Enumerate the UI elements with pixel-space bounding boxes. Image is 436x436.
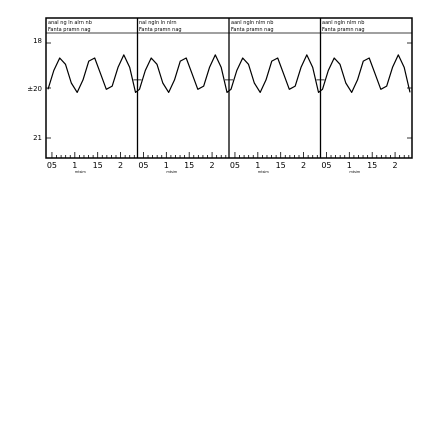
x-tick-label: 2 <box>393 161 398 170</box>
panel-4-header-line2: Fanta pramn nag <box>322 27 365 33</box>
x-tick-labels: 05 1 15 2 mtsim 05 1 15 2 mtsim 05 1 15 2 mtsim 05 1 15 2 m… <box>47 161 398 174</box>
panel-2-header-line1: nal ngln ln nlrn <box>139 20 177 26</box>
panel-1-header-line2: Fanta pramn nag <box>48 27 91 33</box>
panel-headers: anal ng ln alrn nb Fanta pramn nag nal n… <box>48 20 365 33</box>
x-tick-label: 1 <box>72 161 77 170</box>
y-tick-label-bottom: 21 <box>33 134 42 142</box>
panel-1-header-line1: anal ng ln alrn nb <box>48 20 92 26</box>
x-tick-label: 05 <box>138 161 148 170</box>
series-line <box>47 54 411 93</box>
x-unit-label: mtsim <box>349 170 361 174</box>
x-unit-label: mtsim <box>75 170 87 174</box>
panel-4-header-line1: aanl ngln nlrn nb <box>322 20 364 26</box>
panel-3-header-line1: aanl ngln nlrn nb <box>231 20 273 26</box>
y-tick-label-mid: ±20 <box>27 85 42 93</box>
x-unit-label: mtsim <box>166 170 178 174</box>
x-tick-label: 05 <box>47 161 57 170</box>
series-layer <box>47 54 411 93</box>
panel-3-header-line2: Fanta pramn nag <box>231 27 274 33</box>
x-tick-label: 1 <box>347 161 352 170</box>
x-unit-label: mtsim <box>258 170 270 174</box>
x-tick-label: 2 <box>301 161 306 170</box>
grid-lines <box>133 18 325 158</box>
x-tick-label: 2 <box>210 161 215 170</box>
x-tick-label: 15 <box>276 161 286 170</box>
x-tick-label: 1 <box>255 161 260 170</box>
x-tick-label: 05 <box>230 161 240 170</box>
panel-2-header-line2: Fanta pramn nag <box>139 27 182 33</box>
x-tick-label: 15 <box>93 161 103 170</box>
x-tick-label: 15 <box>367 161 377 170</box>
x-tick-label: 05 <box>321 161 331 170</box>
y-ticks <box>46 42 412 139</box>
y-tick-label-top: 18 <box>33 37 42 45</box>
x-ticks <box>51 152 410 158</box>
x-tick-label: 2 <box>118 161 123 170</box>
x-tick-label: 15 <box>184 161 194 170</box>
x-tick-label: 1 <box>164 161 169 170</box>
